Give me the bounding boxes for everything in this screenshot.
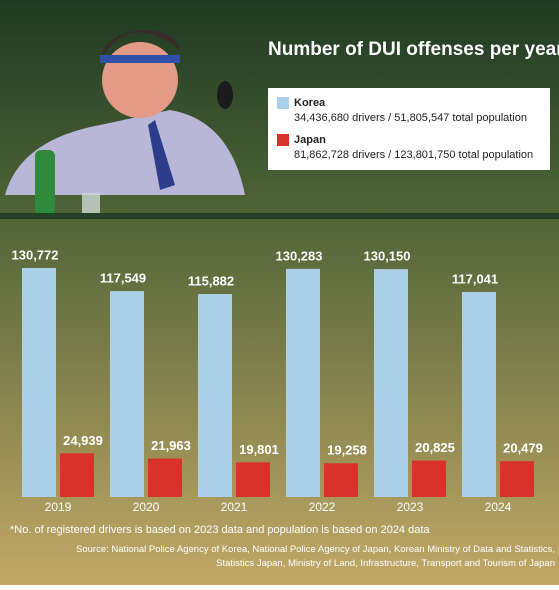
value-label: 117,041	[452, 271, 498, 286]
x-tick-label: 2022	[309, 500, 336, 514]
source-box: Source: National Police Agency of Korea,…	[76, 544, 555, 569]
legend-box	[268, 88, 550, 170]
footnote: *No. of registered drivers is based on 2…	[10, 524, 430, 536]
chart-title: Number of DUI offenses per year in Korea…	[268, 39, 559, 60]
value-label: 117,549	[100, 271, 146, 286]
bar	[198, 294, 232, 497]
value-label: 20,825	[415, 440, 455, 455]
legend-label: Korea	[294, 97, 326, 109]
x-tick-label: 2021	[221, 500, 248, 514]
bar	[500, 461, 534, 497]
bar	[286, 268, 320, 497]
legend-swatch	[277, 134, 289, 146]
bar	[110, 291, 144, 497]
x-tick-label: 2019	[45, 500, 72, 514]
x-tick-label: 2024	[485, 500, 512, 514]
bar	[236, 462, 270, 497]
bar	[60, 453, 94, 497]
legend-description: 34,436,680 drivers / 51,805,547 total po…	[294, 112, 527, 124]
value-label: 115,882	[188, 274, 234, 289]
value-label: 24,939	[63, 433, 103, 448]
value-label: 130,283	[276, 248, 323, 263]
bar	[22, 268, 56, 497]
bar	[324, 463, 358, 497]
bar	[462, 292, 496, 497]
bar	[412, 460, 446, 497]
legend-swatch	[277, 97, 289, 109]
source: Source: National Police Agency of Korea,…	[76, 544, 555, 569]
value-label: 19,801	[239, 442, 279, 457]
value-label: 19,258	[327, 443, 367, 458]
value-label: 20,479	[503, 441, 543, 456]
bar	[148, 458, 182, 497]
x-tick-label: 2023	[397, 500, 424, 514]
illustration	[0, 30, 559, 219]
x-tick-label: 2020	[133, 500, 160, 514]
bar	[374, 269, 408, 497]
legend-description: 81,862,728 drivers / 123,801,750 total p…	[294, 149, 533, 161]
value-label: 21,963	[151, 438, 191, 453]
legend-label: Japan	[294, 134, 326, 146]
value-label: 130,150	[364, 249, 411, 264]
value-label: 130,772	[12, 247, 59, 262]
